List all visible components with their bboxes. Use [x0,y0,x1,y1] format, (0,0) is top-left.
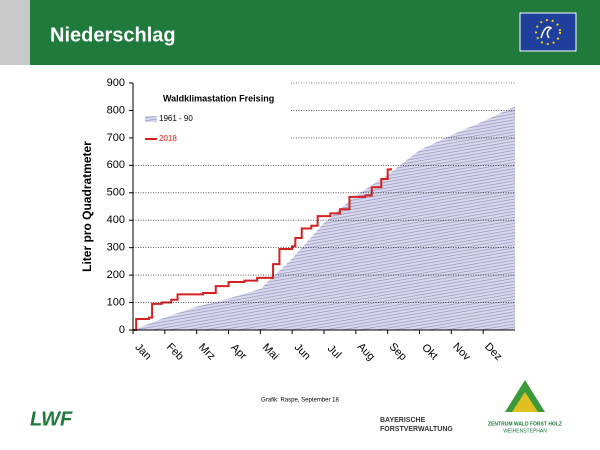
y-tick-label: 900 [107,77,125,89]
y-tick-label: 0 [119,324,125,336]
area [133,106,515,330]
x-tick-label: Sep [387,341,409,363]
y-tick-label: 700 [107,132,125,144]
x-tick-label: Mai [260,341,281,362]
header-side [0,0,30,65]
x-tick-label: Nov [450,341,473,364]
y-tick-label: 100 [107,296,125,308]
legend-label: 2018 [159,134,177,143]
x-tick-label: Jan [133,341,154,362]
x-tick-label: Jul [325,343,343,361]
y-axis-label: Liter pro Quadratmeter [80,141,94,272]
x-tick-label: Dez [482,341,504,363]
x-tick-label: Apr [228,342,249,363]
line [133,168,392,331]
zentrum-logo-1: ZENTRUM WALD FORST HOLZ [488,421,562,427]
y-tick-label: 400 [107,214,125,226]
header-bar [30,0,600,65]
x-tick-label: Mrz [196,341,217,362]
slide-title: Niederschlag [50,24,176,46]
y-tick-label: 600 [107,159,125,171]
bayern-logo-2: FORSTVERWALTUNG [380,426,453,433]
y-tick-label: 300 [107,242,125,254]
x-tick-label: Jun [292,341,313,362]
credit: Grafik: Raspe, September 18 [261,398,339,404]
legend-label: 1961 - 90 [159,114,193,123]
x-tick-label: Okt [419,342,440,363]
lwf-logo: LWF [30,408,73,430]
chart-title: Waldklimastation Freising [163,93,274,103]
chart: 0 100 200 300 400 500 600 700 800 900 Jan Feb Mrz Apr… [80,77,515,364]
zentrum-icon-inner [512,392,538,412]
y-tick-label: 800 [107,104,125,116]
legend-box [135,85,290,140]
zentrum-logo-2: WEIHENSTEPHAN [503,428,547,434]
y-tick-label: 200 [107,269,125,281]
x-tick-label: Aug [355,341,377,363]
bayern-logo-1: BAYERISCHE [380,417,426,424]
eu-logo [519,12,577,52]
y-tick-label: 500 [107,187,125,199]
legend-swatch [145,116,157,122]
x-tick-label: Feb [164,341,186,363]
